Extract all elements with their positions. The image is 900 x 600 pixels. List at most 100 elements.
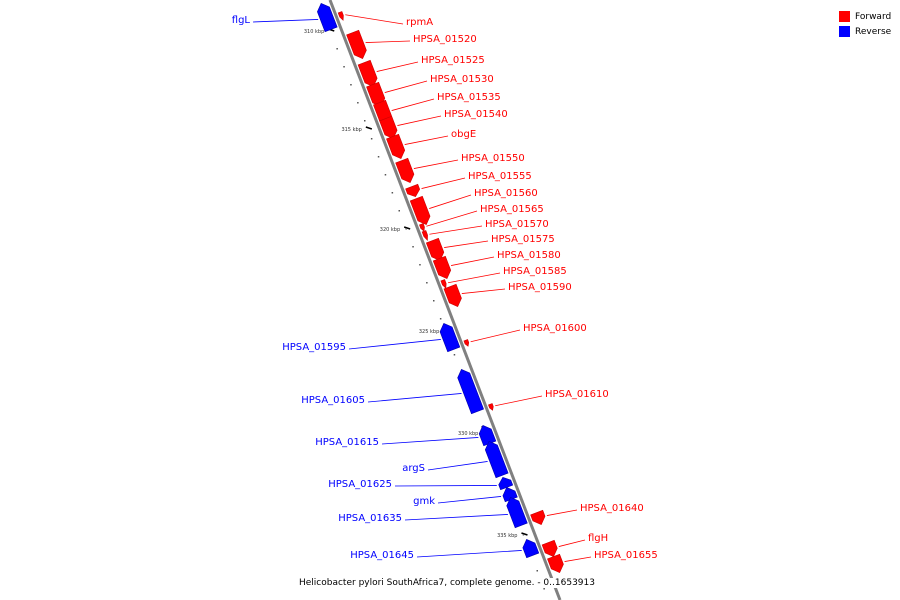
tick-label: 320 kbp bbox=[380, 227, 400, 233]
gene-feature[interactable] bbox=[522, 539, 540, 559]
leader-line bbox=[252, 19, 319, 23]
minor-tick bbox=[364, 120, 366, 122]
gene-label[interactable]: HPSA_01530 bbox=[430, 74, 494, 85]
tick-label: 310 kbp bbox=[304, 29, 324, 35]
tick-label: 330 kbp bbox=[458, 431, 478, 437]
minor-tick bbox=[439, 318, 442, 320]
gene-feature[interactable] bbox=[506, 497, 528, 529]
gene-feature[interactable] bbox=[419, 223, 425, 232]
gene-feature[interactable] bbox=[421, 230, 428, 241]
gene-label[interactable]: obgE bbox=[451, 129, 476, 140]
tick-label: 335 kbp bbox=[497, 533, 517, 539]
gene-feature[interactable] bbox=[440, 279, 447, 289]
gene-label[interactable]: HPSA_01635 bbox=[338, 513, 402, 524]
genome-backbone bbox=[328, 0, 562, 600]
minor-tick bbox=[391, 192, 394, 194]
gene-feature[interactable] bbox=[488, 403, 494, 411]
legend-label-reverse: Reverse bbox=[855, 26, 892, 37]
leader-line bbox=[345, 14, 404, 25]
gene-feature[interactable] bbox=[547, 553, 564, 573]
leader-line bbox=[365, 40, 411, 43]
minor-tick bbox=[343, 66, 345, 68]
gene-feature[interactable] bbox=[502, 487, 518, 503]
gene-feature[interactable] bbox=[409, 195, 431, 225]
leader-line bbox=[404, 514, 508, 521]
gene-label[interactable]: HPSA_01570 bbox=[485, 219, 549, 230]
gene-label[interactable]: HPSA_01590 bbox=[508, 282, 572, 293]
gene-feature[interactable] bbox=[432, 255, 452, 279]
gene-feature[interactable] bbox=[405, 183, 421, 197]
legend-item-reverse: Reverse bbox=[839, 24, 891, 39]
minor-tick bbox=[433, 300, 435, 302]
gene-label[interactable]: HPSA_01525 bbox=[421, 55, 485, 66]
strand-legend: Forward Reverse bbox=[839, 9, 891, 39]
gene-feature[interactable] bbox=[386, 133, 406, 159]
leader-line bbox=[470, 329, 521, 343]
leader-line bbox=[461, 288, 506, 294]
leader-line bbox=[450, 256, 495, 266]
gene-feature[interactable] bbox=[425, 237, 445, 261]
gene-feature[interactable] bbox=[439, 323, 461, 353]
gene-feature[interactable] bbox=[457, 369, 484, 415]
gene-label[interactable]: HPSA_01580 bbox=[497, 250, 561, 261]
minor-tick bbox=[536, 570, 538, 572]
gene-feature[interactable] bbox=[337, 11, 344, 21]
leader-line bbox=[413, 159, 459, 169]
gene-feature[interactable] bbox=[498, 477, 514, 491]
leader-line bbox=[391, 98, 435, 111]
reverse-swatch bbox=[839, 26, 850, 37]
gene-feature[interactable] bbox=[317, 3, 338, 33]
gene-label[interactable]: HPSA_01565 bbox=[480, 204, 544, 215]
gene-feature[interactable] bbox=[395, 157, 415, 183]
gene-label[interactable]: HPSA_01610 bbox=[545, 389, 609, 400]
gene-label[interactable]: HPSA_01605 bbox=[301, 395, 365, 406]
gene-label[interactable]: rpmA bbox=[406, 17, 433, 28]
leader-line bbox=[429, 194, 472, 209]
leader-line bbox=[376, 61, 419, 72]
tick-layer: 310 kbp 315 kbp 320 kbp 325 kbp 330 kbp 335 k… bbox=[304, 28, 545, 590]
gene-label[interactable]: HPSA_01540 bbox=[444, 109, 508, 120]
gene-feature[interactable] bbox=[541, 539, 558, 557]
leader-line bbox=[367, 393, 462, 403]
gene-feature[interactable] bbox=[463, 339, 470, 347]
gene-label[interactable]: argS bbox=[402, 463, 425, 474]
gene-label[interactable]: HPSA_01520 bbox=[413, 34, 477, 45]
gene-feature[interactable] bbox=[530, 509, 546, 525]
gene-label[interactable]: flgL bbox=[232, 15, 251, 26]
gene-label[interactable]: HPSA_01560 bbox=[474, 188, 538, 199]
gene-feature[interactable] bbox=[379, 115, 398, 139]
gene-feature[interactable] bbox=[484, 441, 509, 479]
leader-line bbox=[444, 240, 489, 248]
gene-label[interactable]: gmk bbox=[413, 496, 435, 507]
leader-line bbox=[437, 496, 502, 504]
gene-label[interactable]: HPSA_01655 bbox=[594, 550, 658, 561]
leader-line bbox=[427, 461, 488, 471]
gene-label[interactable]: HPSA_01640 bbox=[580, 503, 644, 514]
leader-line bbox=[564, 556, 592, 562]
minor-tick bbox=[398, 210, 400, 212]
minor-tick bbox=[453, 354, 456, 356]
gene-feature[interactable] bbox=[346, 29, 367, 59]
leader-line bbox=[426, 210, 478, 227]
gene-label[interactable]: HPSA_01625 bbox=[328, 479, 392, 490]
minor-tick bbox=[350, 84, 352, 86]
gene-label[interactable]: HPSA_01600 bbox=[523, 323, 587, 334]
gene-feature[interactable] bbox=[478, 425, 497, 447]
leader-line bbox=[394, 485, 497, 487]
gene-label[interactable]: HPSA_01595 bbox=[282, 342, 346, 353]
minor-tick bbox=[336, 48, 338, 50]
gene-label[interactable]: HPSA_01550 bbox=[461, 153, 525, 164]
gene-label[interactable]: HPSA_01555 bbox=[468, 171, 532, 182]
gene-label[interactable]: HPSA_01615 bbox=[315, 437, 379, 448]
gene-label[interactable]: HPSA_01575 bbox=[491, 234, 555, 245]
gene-feature[interactable] bbox=[443, 283, 462, 307]
gene-label[interactable]: HPSA_01585 bbox=[503, 266, 567, 277]
gene-feature[interactable] bbox=[357, 59, 378, 87]
minor-tick bbox=[384, 174, 387, 176]
tick-label: 315 kbp bbox=[341, 127, 361, 133]
map-caption: Helicobacter pylori SouthAfrica7, comple… bbox=[298, 578, 596, 588]
gene-label[interactable]: HPSA_01535 bbox=[437, 92, 501, 103]
gene-label[interactable]: flgH bbox=[588, 533, 608, 544]
gene-label[interactable]: HPSA_01645 bbox=[350, 550, 414, 561]
